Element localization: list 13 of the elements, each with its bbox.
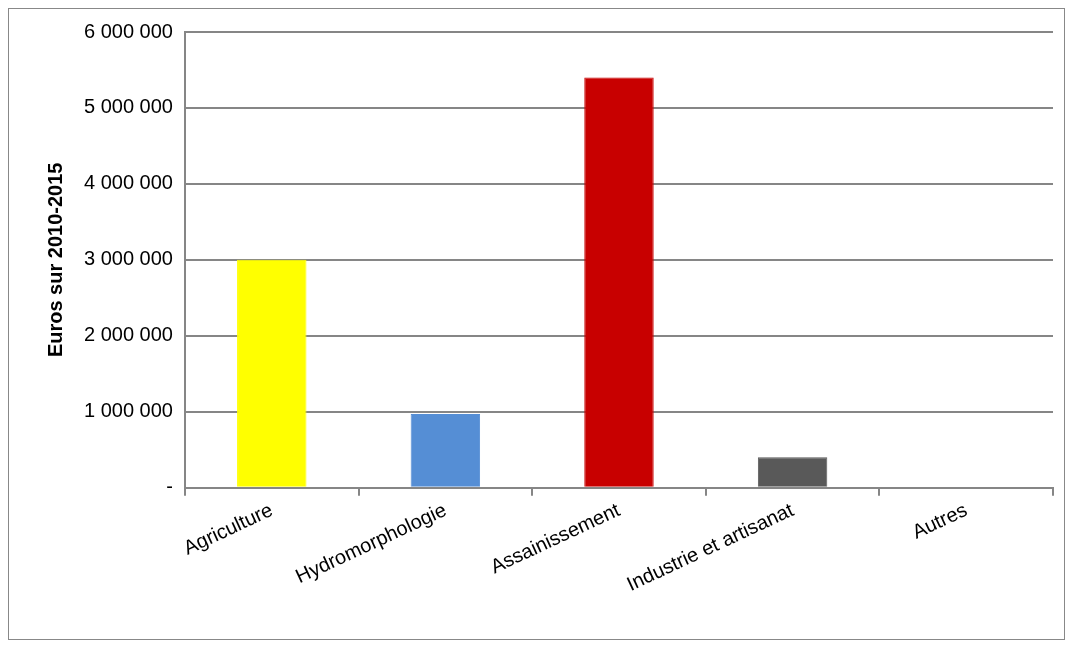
y-tick-label: 4 000 000 <box>83 171 173 194</box>
bar <box>410 414 481 487</box>
y-tick-label: 5 000 000 <box>83 95 173 118</box>
x-tick-label: Autres <box>908 498 971 543</box>
y-tick-label: 1 000 000 <box>83 399 173 422</box>
y-tick-label: 2 000 000 <box>83 323 173 346</box>
bar <box>584 77 654 487</box>
y-tick-label: - <box>166 475 173 498</box>
bar <box>757 457 828 487</box>
y-axis-title: Euros sur 2010-2015 <box>43 162 66 358</box>
y-tick-label: 3 000 000 <box>83 247 173 270</box>
bar <box>237 259 307 487</box>
y-tick-label: 6 000 000 <box>83 19 173 42</box>
